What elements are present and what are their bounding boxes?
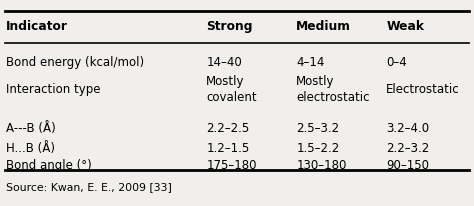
Text: 90–150: 90–150 [386,159,429,172]
Text: 2.5–3.2: 2.5–3.2 [296,122,339,135]
Text: 130–180: 130–180 [296,159,346,172]
Text: 1.5–2.2: 1.5–2.2 [296,142,339,155]
Text: Interaction type: Interaction type [6,83,100,96]
Text: Bond angle (°): Bond angle (°) [6,159,91,172]
Text: Bond energy (kcal/mol): Bond energy (kcal/mol) [6,56,144,69]
Text: Source: Kwan, E. E., 2009 [33]: Source: Kwan, E. E., 2009 [33] [6,183,172,192]
Text: Strong: Strong [206,20,253,33]
Text: Electrostatic: Electrostatic [386,83,460,96]
Text: 0–4: 0–4 [386,56,407,69]
Text: Weak: Weak [386,20,424,33]
Text: 3.2–4.0: 3.2–4.0 [386,122,429,135]
Text: Indicator: Indicator [6,20,68,33]
Text: 1.2–1.5: 1.2–1.5 [206,142,249,155]
Text: 14–40: 14–40 [206,56,242,69]
Text: 2.2–3.2: 2.2–3.2 [386,142,429,155]
Text: H...B (Å): H...B (Å) [6,142,55,155]
Text: Mostly
covalent: Mostly covalent [206,75,257,104]
Text: 175–180: 175–180 [206,159,257,172]
Text: Medium: Medium [296,20,351,33]
Text: 4–14: 4–14 [296,56,325,69]
Text: A---B (Å): A---B (Å) [6,122,55,135]
Text: Mostly
electrostatic: Mostly electrostatic [296,75,370,104]
Text: 2.2–2.5: 2.2–2.5 [206,122,249,135]
